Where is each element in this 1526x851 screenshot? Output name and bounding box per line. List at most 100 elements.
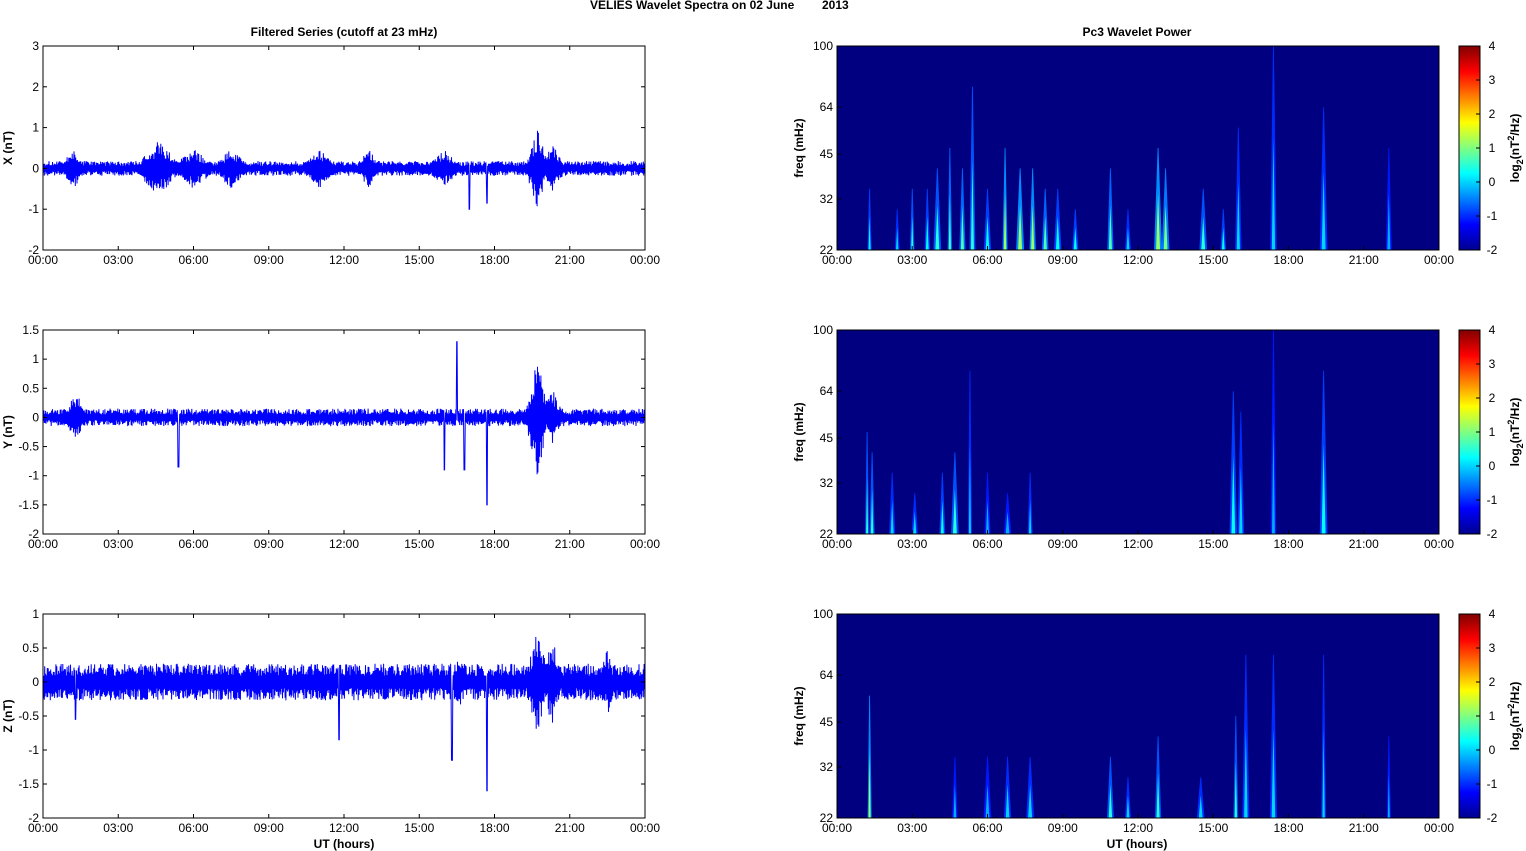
x-tick-label: 09:00 (254, 537, 284, 551)
x-tick-label: 21:00 (1349, 821, 1379, 835)
y-tick-label: -1 (28, 202, 39, 216)
colorbar-tick-label: 0 (1489, 175, 1496, 189)
heatmap-streak-core (1321, 171, 1326, 250)
heatmap-streak-core (985, 216, 990, 250)
heatmap-streak-core (1055, 216, 1060, 250)
colorbar-tick-label: 4 (1489, 323, 1496, 337)
left-column-title: Filtered Series (cutoff at 23 mHz) (251, 25, 438, 39)
heatmap-streak-core (1272, 421, 1275, 534)
heatmap-streak-core (870, 489, 874, 534)
heatmap-streak-core (1221, 227, 1225, 250)
heatmap-streak-core (1236, 182, 1240, 250)
heatmap-streak-core (1126, 795, 1130, 818)
heatmap-streak-core (1003, 193, 1007, 250)
y-tick-label: 45 (820, 431, 834, 445)
y-tick-label: -0.5 (18, 709, 39, 723)
heatmap-streak-core (913, 511, 917, 534)
heatmap-streak-core (1322, 728, 1325, 818)
colorbar-tick-label: 3 (1489, 641, 1496, 655)
x-tick-label: 15:00 (404, 253, 434, 267)
colorbar-label: log2(nT2/Hz) (1506, 682, 1525, 751)
heatmap-background (837, 614, 1439, 818)
colorbar-tick-label: 1 (1489, 425, 1496, 439)
x-tick-label: 00:00 (28, 821, 58, 835)
y-tick-label: -1.5 (18, 498, 39, 512)
y-tick-label: 1 (32, 352, 39, 366)
timeseries-trace (42, 130, 646, 210)
y-tick-label: 100 (813, 323, 833, 337)
heatmap-streak-core (868, 750, 871, 818)
heatmap-streak-core (952, 489, 957, 534)
y-tick-label: 100 (813, 39, 833, 53)
y-tick-label: 45 (820, 715, 834, 729)
y-tick-label: 1 (32, 121, 39, 135)
y-axis-label: freq (mHz) (792, 118, 806, 177)
heatmap-streak-core (1163, 205, 1168, 250)
heatmap-streak-core (1126, 227, 1130, 250)
colorbar-tick-label: 2 (1489, 675, 1496, 689)
y-tick-label: 64 (820, 384, 834, 398)
heatmap-streak-core (895, 227, 899, 250)
heatmap-streak-core (985, 784, 990, 818)
colorbar-tick-label: -2 (1487, 527, 1498, 541)
x-tick-label: 03:00 (103, 253, 133, 267)
heatmap-streak-core (970, 160, 974, 250)
x-tick-label: 18:00 (1273, 537, 1303, 551)
x-tick-label: 00:00 (630, 253, 660, 267)
y-axis-label: Z (nT) (1, 699, 15, 732)
y-tick-label: 0 (32, 410, 39, 424)
heatmap-streak-core (1043, 216, 1047, 250)
y-tick-label: 2 (32, 80, 39, 94)
heatmap-streak-core (911, 216, 914, 250)
y-tick-label: 32 (820, 192, 834, 206)
y-axis-label: freq (mHz) (792, 402, 806, 461)
x-tick-label: 21:00 (555, 253, 585, 267)
heatmap-streak-core (935, 205, 940, 250)
y-tick-label: -2 (28, 243, 39, 257)
x-tick-label: 15:00 (1198, 821, 1228, 835)
x-tick-label: 12:00 (329, 537, 359, 551)
colorbar-tick-label: 2 (1489, 107, 1496, 121)
timeseries-trace (42, 341, 646, 506)
colorbar-label: log2(nT2/Hz) (1506, 114, 1525, 183)
colorbar-tick-label: -1 (1487, 493, 1498, 507)
x-tick-label: 00:00 (630, 537, 660, 551)
y-axis-label: X (nT) (1, 131, 15, 165)
x-tick-label: 18:00 (479, 537, 509, 551)
heatmap-streak-core (866, 477, 869, 534)
colorbar-tick-label: -1 (1487, 209, 1498, 223)
heatmap-streak-core (890, 500, 894, 534)
figure-title: VELIES Wavelet Spectra on 02 June (590, 0, 795, 12)
y-tick-label: -2 (28, 811, 39, 825)
plot-frame (42, 45, 646, 251)
heatmap-streak-core (1201, 216, 1206, 250)
y-tick-label: 45 (820, 147, 834, 161)
heatmap-streak-core (925, 216, 929, 250)
y-tick-label: 64 (820, 100, 834, 114)
x-tick-label: 15:00 (1198, 537, 1228, 551)
figure-title-year: 2013 (822, 0, 849, 12)
timeseries-z-panel: 10.50-0.5-1-1.5-200:00 03:00 06:00 09:00 12:… (1, 607, 660, 835)
colorbar-tick-label: 3 (1489, 73, 1496, 87)
heatmap-streak-core (1231, 455, 1236, 534)
x-tick-label: 03:00 (897, 253, 927, 267)
x-tick-label: 00:00 (28, 537, 58, 551)
x-tick-label: 21:00 (555, 537, 585, 551)
y-tick-label: 0.5 (22, 641, 39, 655)
x-tick-label: 03:00 (103, 821, 133, 835)
colorbar-label: log2(nT2/Hz) (1506, 398, 1525, 467)
y-tick-label: 3 (32, 39, 39, 53)
heatmap-streak-core (960, 205, 964, 250)
x-tick-label: 06:00 (972, 537, 1002, 551)
y-tick-label: 22 (820, 243, 834, 257)
heatmap-streak-core (1005, 511, 1010, 534)
y-tick-label: -1 (28, 469, 39, 483)
colorbar-tick-label: 0 (1489, 743, 1496, 757)
y-tick-label: 0 (32, 675, 39, 689)
x-tick-label: 15:00 (404, 537, 434, 551)
